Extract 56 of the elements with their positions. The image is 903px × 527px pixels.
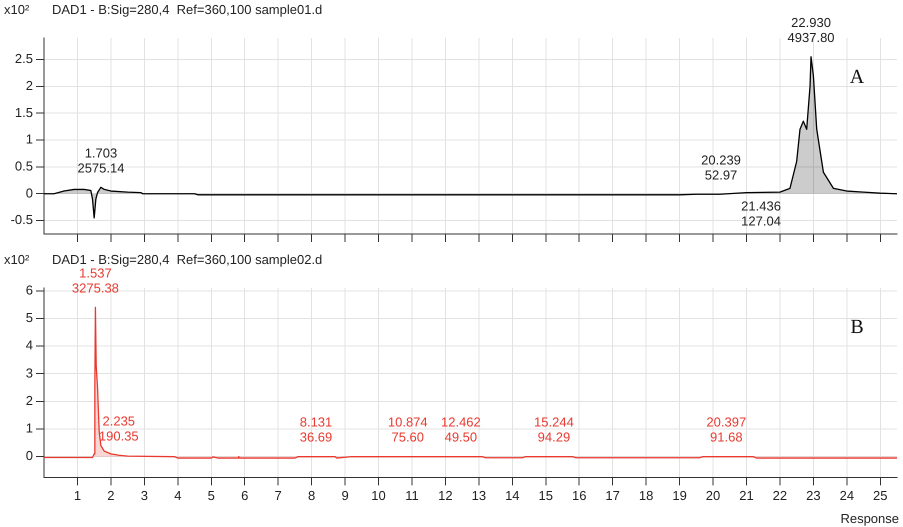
x-tick-label: 5 (208, 488, 215, 503)
chart-title: DAD1 - B:Sig=280,4 Ref=360,100 sample01.d (52, 2, 322, 17)
annotation: 10.874 75.60 (388, 414, 428, 445)
y-axis-title: x10² (4, 252, 30, 267)
x-tick-label: 24 (840, 488, 854, 503)
y-tick-label: 3 (26, 365, 33, 380)
x-tick-label: 23 (806, 488, 821, 503)
x-tick-label: 20 (706, 488, 720, 503)
annotation: 8.131 36.69 (300, 414, 332, 445)
x-tick-label: 3 (140, 488, 148, 503)
x-tick-label: 14 (505, 488, 520, 503)
y-tick-label: 1 (26, 420, 33, 436)
annotation: 20.239 52.97 (701, 152, 741, 182)
annotation: 20.397 91.68 (706, 414, 746, 445)
x-tick-label: 1 (74, 488, 82, 503)
annotation: 15.244 94.29 (534, 414, 574, 445)
annotation: 21.436 127.04 (741, 198, 781, 229)
annotation: A (850, 66, 865, 88)
x-tick-label: 22 (772, 488, 788, 503)
y-tick-label: 5 (26, 310, 33, 325)
x-tick-label: 21 (739, 488, 754, 503)
x-tick-label: 2 (107, 488, 115, 503)
annotation: B (850, 316, 864, 338)
x-tick-label: 18 (638, 488, 654, 503)
x-tick-label: 13 (472, 488, 486, 503)
x-tick-label: 8 (308, 488, 316, 503)
annotation: 12.462 49.50 (440, 414, 481, 445)
y-tick-label: 6 (26, 282, 33, 298)
y-tick-label: 2 (26, 392, 33, 408)
y-tick-label: 0.5 (14, 158, 33, 174)
y-tick-label: 0 (26, 185, 33, 200)
x-tick-label: 12 (438, 488, 453, 503)
x-tick-label: 25 (873, 488, 888, 503)
y-tick-label: -0.5 (10, 212, 33, 228)
x-tick-label: 4 (174, 488, 182, 503)
annotation: 22.930 4937.80 (788, 14, 835, 45)
y-tick-label: 1 (26, 132, 33, 147)
x-tick-label: 11 (405, 488, 419, 503)
y-tick-label: 1.5 (14, 104, 33, 120)
x-tick-label: 6 (241, 488, 248, 503)
x-tick-label: 7 (274, 488, 282, 503)
x-tick-label: 19 (672, 488, 687, 503)
x-tick-label: 16 (572, 488, 586, 503)
y-tick-label: 2 (26, 78, 33, 93)
annotation: 1.703 2575.14 (77, 145, 124, 176)
annotation: 1.537 3275.38 (72, 265, 119, 296)
y-tick-label: 4 (26, 338, 33, 353)
x-tick-label: 15 (538, 488, 553, 503)
x-axis-title: Response (840, 511, 899, 526)
x-tick-label: 9 (341, 488, 349, 503)
y-tick-label: 0 (26, 448, 33, 464)
x-tick-label: 17 (605, 488, 620, 503)
y-tick-label: 2.5 (14, 51, 33, 66)
y-axis-title: x10² (4, 2, 30, 17)
chart-title: DAD1 - B:Sig=280,4 Ref=360,100 sample02.d (52, 252, 322, 267)
x-tick-label: 10 (371, 488, 386, 503)
